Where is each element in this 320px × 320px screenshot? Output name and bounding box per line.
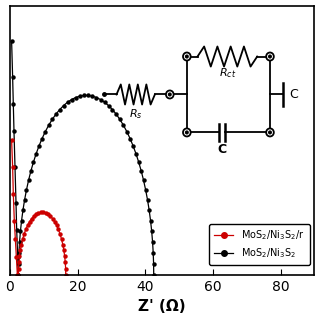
X-axis label: Z' (Ω): Z' (Ω)	[138, 300, 186, 315]
Legend: MoS$_2$/Ni$_3$S$_2$/r, MoS$_2$/Ni$_3$S$_2$: MoS$_2$/Ni$_3$S$_2$/r, MoS$_2$/Ni$_3$S$_…	[209, 224, 309, 265]
